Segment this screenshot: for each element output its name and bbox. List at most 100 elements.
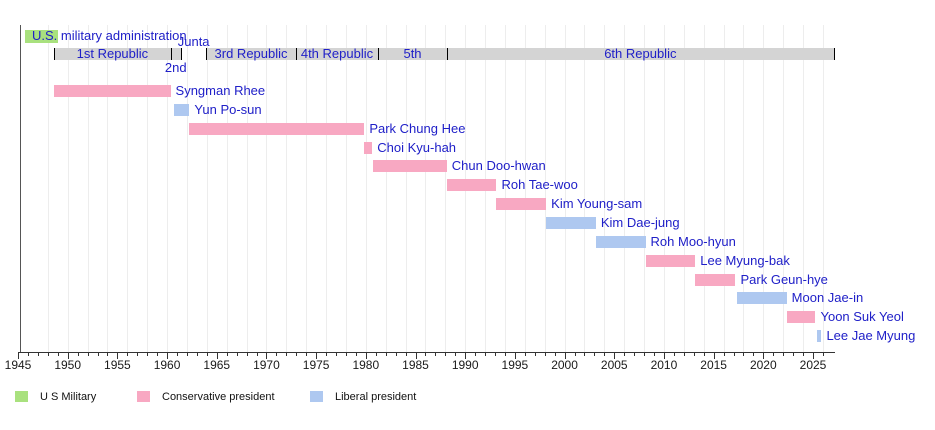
junta-label[interactable]: Junta [177, 34, 210, 49]
president-label-roh-moo-hyun[interactable]: Roh Moo-hyun [650, 234, 736, 249]
axis-major-tick [514, 352, 516, 359]
president-label-yoon-suk-yeol[interactable]: Yoon Suk Yeol [820, 309, 904, 324]
axis-minor-tick [743, 352, 745, 356]
republic-bar-4th-republic[interactable] [295, 48, 379, 60]
republic-bar-5th[interactable] [378, 48, 447, 60]
gridline [107, 25, 109, 352]
gridline [167, 25, 169, 352]
gridline [703, 25, 705, 352]
president-bar-kim-young-sam[interactable] [496, 198, 547, 210]
axis-year-label-1985: 1985 [402, 358, 429, 372]
republic-bar-2nd[interactable] [170, 48, 181, 60]
axis-minor-tick [296, 352, 298, 356]
president-label-kim-dae-jung[interactable]: Kim Dae-jung [600, 215, 680, 230]
president-bar-park-geun-hye[interactable] [695, 274, 736, 286]
axis-minor-tick [385, 352, 387, 356]
president-label-park-chung-hee[interactable]: Park Chung Hee [369, 121, 466, 136]
president-bar-choi-kyu-hah[interactable] [364, 142, 373, 154]
axis-year-label-1945: 1945 [4, 358, 32, 372]
axis-minor-tick [803, 352, 805, 356]
president-label-chun-doo-hwan[interactable]: Chun Doo-hwan [451, 158, 546, 173]
axis-minor-tick [256, 352, 258, 356]
axis-major-tick [813, 352, 814, 359]
republic-label-5th[interactable]: 5th [403, 46, 422, 61]
axis-minor-tick [485, 352, 487, 356]
republic-label-4th-republic[interactable]: 4th Republic [300, 46, 374, 61]
us-military-label[interactable]: U.S. military administration [32, 28, 187, 43]
axis-minor-tick [495, 352, 496, 356]
republic-bar-3rd-republic[interactable] [206, 48, 296, 60]
gridline [584, 25, 586, 352]
axis-major-tick [266, 352, 268, 359]
republic-label-2nd[interactable]: 2nd [164, 60, 187, 75]
gridline [663, 25, 665, 352]
axis-minor-tick [524, 352, 526, 356]
republic-bar-6th-republic[interactable] [446, 48, 834, 60]
axis-minor-tick [345, 352, 347, 356]
axis-minor-tick [107, 352, 109, 356]
republic-divider-tick [54, 48, 55, 60]
president-bar-park-chung-hee[interactable] [189, 123, 365, 135]
axis-minor-tick [276, 352, 278, 356]
axis-major-tick [614, 352, 616, 359]
axis-minor-tick [753, 352, 755, 356]
axis-minor-tick [435, 352, 437, 356]
gridline [723, 25, 725, 352]
legend-label-u-s-military: U S Military [40, 391, 97, 403]
axis-major-tick [117, 352, 119, 359]
axis-minor-tick [683, 352, 685, 356]
axis-year-label-1980: 1980 [352, 358, 380, 372]
president-label-choi-kyu-hah[interactable]: Choi Kyu-hah [377, 140, 457, 155]
president-bar-roh-tae-woo[interactable] [446, 179, 497, 191]
president-bar-lee-jae-myung[interactable] [817, 330, 822, 342]
republic-label-3rd-republic[interactable]: 3rd Republic [214, 46, 288, 61]
axis-minor-tick [624, 352, 626, 356]
republic-divider-tick [206, 48, 207, 60]
president-bar-moon-jae-in[interactable] [736, 292, 787, 304]
president-bar-chun-doo-hwan[interactable] [372, 160, 447, 172]
republic-bar-1st-republic[interactable] [54, 48, 171, 60]
republic-label-6th-republic[interactable]: 6th Republic [604, 46, 677, 61]
axis-minor-tick [773, 352, 775, 356]
axis-minor-tick [445, 352, 447, 356]
president-label-lee-myung-bak[interactable]: Lee Myung-bak [700, 253, 790, 268]
president-bar-yun-po-sun[interactable] [173, 104, 190, 116]
legend-swatch-conservative-president [137, 391, 150, 402]
president-bar-lee-myung-bak[interactable] [645, 255, 696, 267]
axis-year-label-1950: 1950 [54, 358, 82, 372]
gridline [87, 25, 89, 352]
axis-minor-tick [47, 352, 49, 356]
gridline [365, 25, 367, 352]
axis-minor-tick [584, 352, 586, 356]
axis-minor-tick [574, 352, 576, 356]
president-bar-kim-dae-jung[interactable] [546, 217, 596, 229]
president-label-syngman-rhee[interactable]: Syngman Rhee [175, 83, 266, 98]
axis-minor-tick [822, 352, 824, 356]
axis-year-label-1960: 1960 [153, 358, 181, 372]
president-label-kim-young-sam[interactable]: Kim Young-sam [551, 196, 643, 211]
president-label-park-geun-hye[interactable]: Park Geun-hye [740, 272, 828, 287]
axis-major-tick [763, 352, 765, 359]
president-label-roh-tae-woo[interactable]: Roh Tae-woo [501, 177, 578, 192]
president-label-lee-jae-myung[interactable]: Lee Jae Myung [826, 328, 916, 343]
gridline [206, 25, 208, 352]
gridline [822, 25, 824, 352]
axis-minor-tick [703, 352, 705, 356]
gridline [306, 25, 308, 352]
legend-swatch-u-s-military [15, 391, 28, 402]
legend-label-conservative-president: Conservative president [162, 391, 275, 403]
president-bar-roh-moo-hyun[interactable] [595, 236, 646, 248]
republic-label-1st-republic[interactable]: 1st Republic [76, 46, 149, 61]
axis-minor-tick [57, 352, 59, 356]
axis-minor-tick [604, 352, 606, 356]
axis-minor-tick [97, 352, 99, 356]
president-bar-syngman-rhee[interactable] [54, 85, 171, 97]
axis-minor-tick [793, 352, 795, 356]
president-label-moon-jae-in[interactable]: Moon Jae-in [791, 290, 864, 305]
plot-start-line [19, 25, 21, 352]
axis-major-tick [365, 352, 367, 359]
president-label-yun-po-sun[interactable]: Yun Po-sun [194, 102, 262, 117]
us-military-bar[interactable] [24, 30, 58, 43]
president-bar-yoon-suk-yeol[interactable] [786, 311, 816, 323]
